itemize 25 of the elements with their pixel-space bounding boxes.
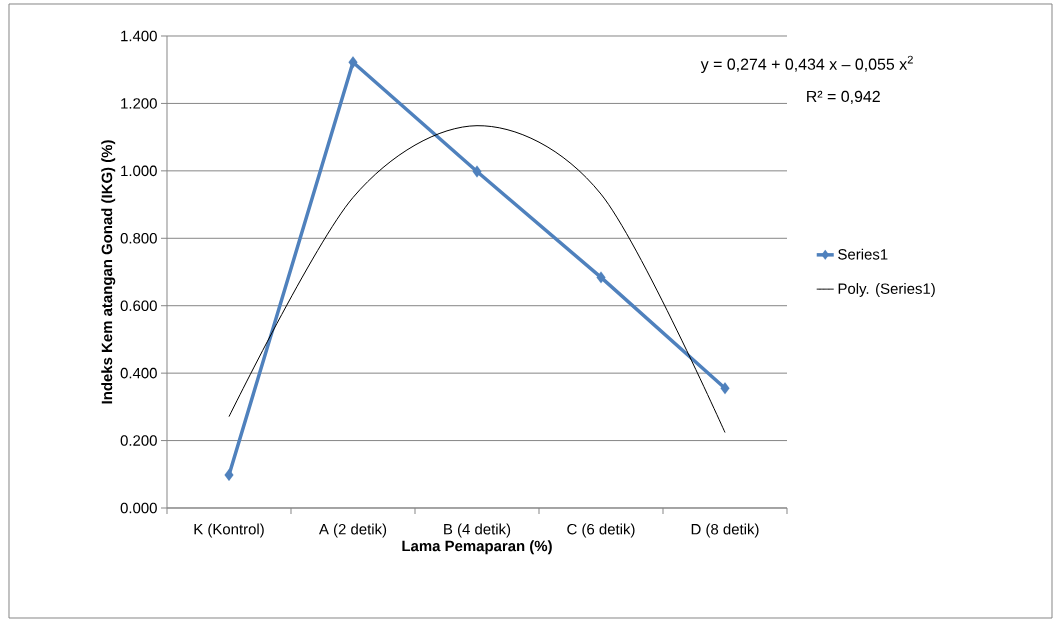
- y-tick-label: 0.600: [120, 300, 157, 311]
- point: [348, 56, 358, 69]
- y-tick-label: 0.200: [120, 435, 157, 446]
- legend-label: Series1: [838, 248, 888, 260]
- x-tick-label: A (2 detik): [318, 523, 387, 538]
- x-tick-label: K (Kontrol): [194, 523, 264, 538]
- line-series: [228, 125, 726, 433]
- y-tick-label: 1.000: [121, 165, 157, 177]
- y-tick-label: 1.200: [121, 98, 157, 109]
- x-tick-label: D (8 detik): [691, 523, 759, 538]
- point: [472, 165, 482, 178]
- y-axis-title: Indeks Kem atangan Gonad (IKG) (%): [101, 140, 116, 404]
- y-tick-label: 0.800: [120, 232, 157, 244]
- y-tick-label: 0.000: [120, 502, 157, 514]
- x-axis-title: Lama Pemaparan (%): [402, 540, 552, 555]
- point: [596, 271, 606, 284]
- x-tick-label: B (4 detik): [444, 523, 511, 538]
- annotation: y = 0,274 + 0,434 x – 0,055 x$^{2}$: [700, 55, 913, 73]
- y-tick-label: 0.400: [120, 367, 157, 379]
- x-tick-label: C (6 detik): [567, 523, 635, 538]
- legend-label: Poly. (Series1): [838, 282, 935, 297]
- point: [224, 468, 234, 481]
- y-tick-label: 1.400: [121, 30, 157, 42]
- text: R² = 0,942: [807, 90, 880, 104]
- point: [720, 382, 730, 395]
